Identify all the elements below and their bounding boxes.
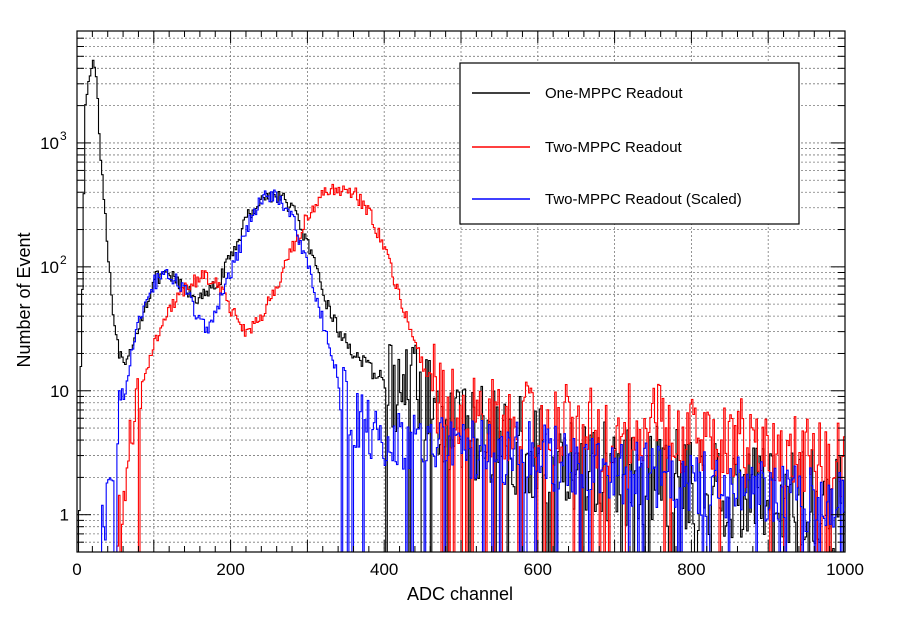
- legend-label-1: One-MPPC Readout: [545, 85, 683, 102]
- legend: One-MPPC Readout Two-MPPC Readout Two-MPPC…: [459, 62, 800, 225]
- y-axis-title: Number of Event: [14, 232, 34, 367]
- y-tick-label: 10: [40, 134, 59, 153]
- series-line-2: [115, 183, 846, 553]
- x-tick-label: 800: [677, 560, 705, 579]
- legend-box: [459, 62, 800, 225]
- x-tick-label: 1000: [826, 560, 864, 579]
- series-line-3: [100, 189, 846, 553]
- x-tick-label: 200: [216, 560, 244, 579]
- x-tick-labels: 0 200 400 600 800 1000: [72, 560, 864, 579]
- legend-label-3: Two-MPPC Readout (Scaled): [545, 191, 742, 208]
- legend-label-2: Two-MPPC Readout: [545, 139, 683, 156]
- x-tick-label: 600: [524, 560, 552, 579]
- y-tick-label: 1: [60, 506, 69, 525]
- y-tick-label: 10: [50, 382, 69, 401]
- x-tick-label: 0: [72, 560, 81, 579]
- axes: [76, 30, 846, 553]
- y-tick-exponent: 2: [60, 253, 67, 267]
- y-tick-exponent: 3: [60, 129, 67, 143]
- x-axis-title: ADC channel: [407, 584, 513, 604]
- y-tick-label: 10: [40, 258, 59, 277]
- data-series: [77, 59, 846, 553]
- x-tick-label: 400: [370, 560, 398, 579]
